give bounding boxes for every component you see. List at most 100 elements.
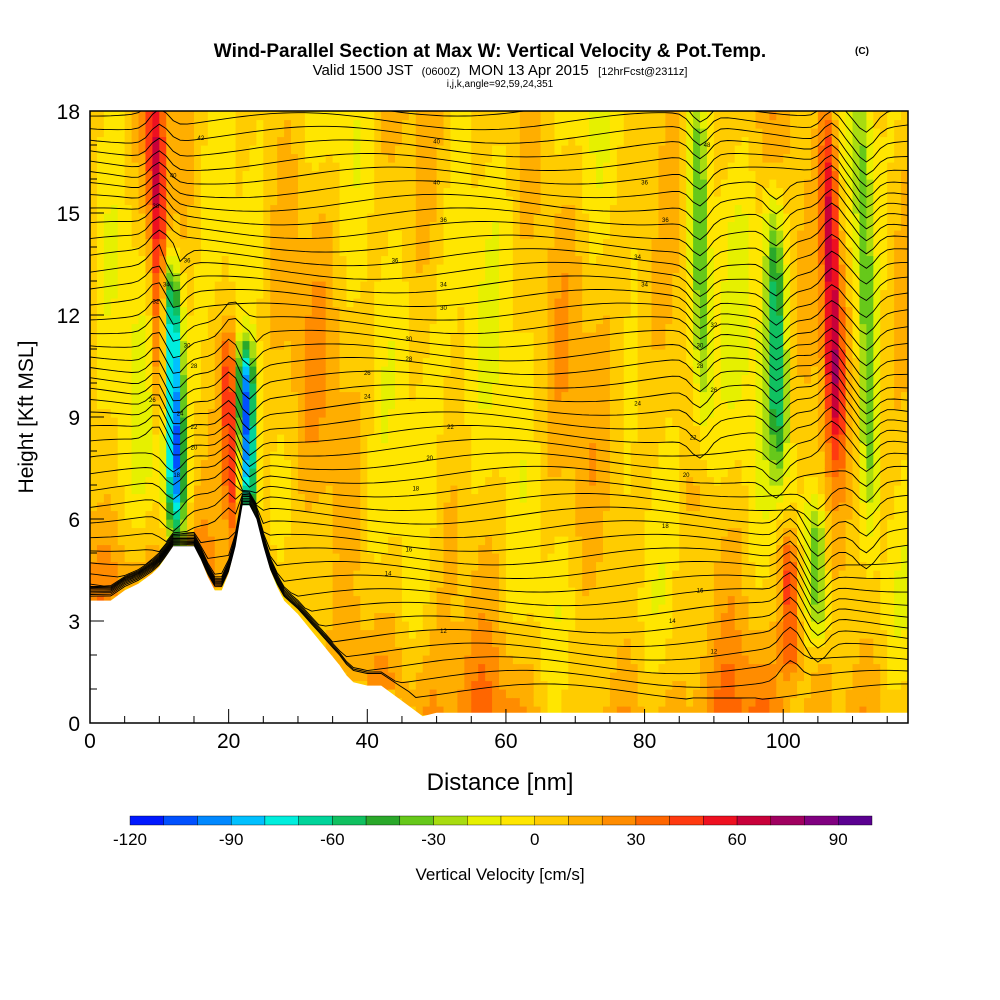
colorbar-swatch bbox=[129, 815, 164, 826]
colorbar-tick-label: -30 bbox=[421, 830, 446, 849]
contour-label: 18 bbox=[662, 524, 669, 530]
isentrope-line bbox=[90, 318, 908, 367]
contour-label: 34 bbox=[440, 282, 447, 288]
isentrope-line bbox=[90, 301, 908, 352]
subtitle-forecast: [12hrFcst@2311z] bbox=[598, 66, 687, 78]
contour-label: 22 bbox=[447, 425, 454, 431]
contour-label: 16 bbox=[406, 548, 413, 554]
isentrope-line bbox=[90, 244, 908, 298]
contour-label: 40 bbox=[433, 180, 440, 186]
colorbar-tick-label: -60 bbox=[320, 830, 345, 849]
subtitle-utc: (0600Z) bbox=[422, 66, 461, 78]
isentrope-line bbox=[90, 176, 908, 224]
isentrope-line bbox=[90, 494, 908, 571]
chart-title: Wind-Parallel Section at Max W: Vertical… bbox=[214, 41, 766, 62]
contour-label: 30 bbox=[697, 344, 704, 350]
contour-label: 22 bbox=[191, 425, 198, 431]
colorbar-label: Vertical Velocity [cm/s] bbox=[415, 865, 584, 884]
colorbar-swatch bbox=[601, 815, 637, 826]
colorbar-tick-label: 30 bbox=[626, 830, 645, 849]
contour-label: 14 bbox=[669, 619, 676, 625]
contour-label: 34 bbox=[163, 282, 170, 288]
colorbar-tick-label: 0 bbox=[530, 830, 539, 849]
contour-label: 36 bbox=[440, 218, 447, 224]
colorbar-swatch bbox=[770, 815, 805, 826]
contour-label: 18 bbox=[173, 473, 180, 479]
isentrope-line bbox=[90, 496, 908, 583]
terrain-layer bbox=[90, 505, 908, 723]
isentrope-line bbox=[90, 265, 908, 312]
colorbar-swatch bbox=[838, 815, 873, 826]
contour-label: 26 bbox=[364, 371, 371, 377]
contour-label: 28 bbox=[697, 364, 704, 370]
colorbar-swatch bbox=[635, 815, 670, 826]
contour-label: 34 bbox=[634, 255, 641, 261]
colorbar-swatch bbox=[467, 815, 502, 826]
isentrope-line bbox=[90, 493, 908, 557]
isentrope-line bbox=[90, 454, 908, 499]
isentrope-line bbox=[90, 381, 908, 431]
contour-label: 28 bbox=[191, 364, 198, 370]
isentrope-line bbox=[90, 502, 908, 625]
isentrope-line bbox=[90, 501, 908, 614]
x-tick-label: 80 bbox=[633, 730, 656, 753]
colorbar-swatch bbox=[500, 815, 535, 826]
x-axis-label: Distance [nm] bbox=[427, 769, 574, 796]
contour-label: 24 bbox=[364, 395, 371, 401]
contour-label: 20 bbox=[683, 473, 690, 479]
colorbar-swatch bbox=[197, 815, 232, 826]
colorbar-swatch bbox=[365, 815, 401, 826]
contour-label: 48 bbox=[704, 143, 711, 149]
colorbar-swatch bbox=[568, 815, 603, 826]
contour-labels: 42 40 48 40 40 36 38 36 36 36 36 34 34 34 34 32 30 32 30 30… bbox=[149, 136, 718, 655]
colorbar-swatch bbox=[804, 815, 839, 826]
colorbar-swatch bbox=[703, 815, 738, 826]
isentrope-line bbox=[90, 282, 908, 326]
isentrope-line bbox=[90, 350, 908, 393]
isentrope-line bbox=[90, 478, 908, 527]
y-tick-label: 3 bbox=[68, 611, 80, 634]
isentrope-line bbox=[90, 338, 908, 381]
chart-subtitle: Valid 1500 JST (0600Z) MON 13 Apr 2015 [… bbox=[313, 62, 688, 79]
contour-label: 36 bbox=[641, 180, 648, 186]
contour-label: 20 bbox=[191, 446, 198, 452]
contour-label: 32 bbox=[153, 299, 160, 305]
colorbar-swatch bbox=[669, 815, 704, 826]
contour-label: 24 bbox=[634, 401, 641, 407]
y-axis: 0 3 6 9 12 15 18 bbox=[57, 101, 104, 736]
contour-label: 14 bbox=[385, 571, 392, 577]
isentrope-line bbox=[90, 406, 908, 459]
isentrope-line bbox=[90, 505, 908, 649]
contour-label: 24 bbox=[177, 412, 184, 418]
colorbar-swatch bbox=[736, 815, 772, 826]
contour-label: 38 bbox=[153, 204, 160, 210]
x-tick-label: 100 bbox=[766, 730, 801, 753]
colorbar-swatch bbox=[298, 815, 333, 826]
isentrope-line bbox=[90, 371, 908, 416]
isentrope-line bbox=[90, 133, 908, 176]
isentrope-line bbox=[90, 420, 908, 468]
colorbar-tick-label: -90 bbox=[219, 830, 244, 849]
colorbar-tick-label: 60 bbox=[728, 830, 747, 849]
subtitle-date: MON 13 Apr 2015 bbox=[469, 62, 589, 79]
isentrope-line bbox=[90, 506, 908, 663]
isentrope-line bbox=[90, 164, 908, 209]
isentrope-line bbox=[90, 504, 908, 636]
contour-label: 30 bbox=[406, 337, 413, 343]
isentrope-line bbox=[90, 188, 908, 241]
isentrope-line bbox=[90, 154, 908, 198]
colorbar-swatch bbox=[163, 815, 198, 826]
colorbar: -120 -90 -60 -30 0 30 60 90 bbox=[113, 815, 873, 849]
contour-label: 42 bbox=[198, 136, 205, 142]
contour-label: 34 bbox=[641, 282, 648, 288]
chart-subtitle-indices: i,j,k,angle=92,59,24,351 bbox=[447, 79, 554, 90]
contour-label: 36 bbox=[392, 259, 399, 265]
isentrope-line bbox=[90, 216, 908, 272]
colorbar-swatch bbox=[433, 815, 468, 826]
isentrope-line bbox=[90, 497, 908, 594]
title-mark: (C) bbox=[855, 46, 869, 57]
contour-label: 32 bbox=[711, 323, 718, 329]
y-tick-label: 0 bbox=[68, 713, 80, 736]
x-tick-label: 40 bbox=[356, 730, 379, 753]
